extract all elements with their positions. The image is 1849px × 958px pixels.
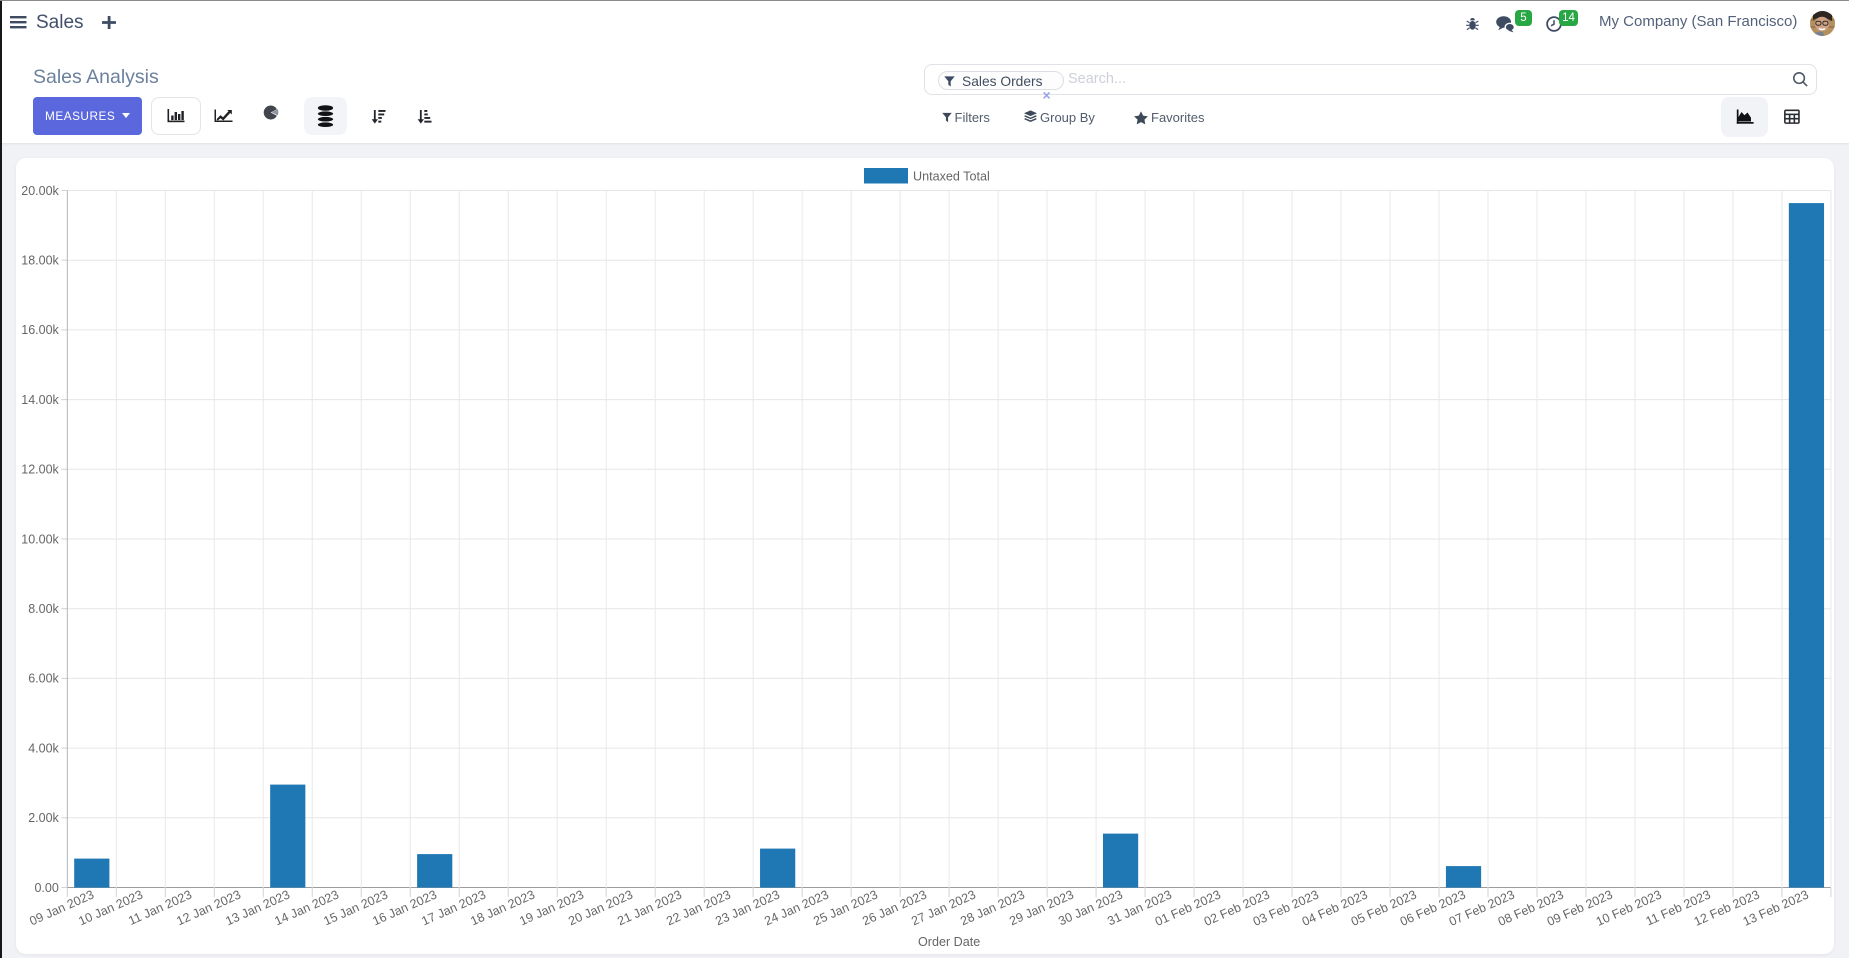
svg-text:0.00: 0.00 [34, 881, 58, 895]
svg-text:Untaxed Total: Untaxed Total [913, 170, 990, 184]
svg-text:8.00k: 8.00k [28, 602, 59, 616]
svg-text:12.00k: 12.00k [21, 463, 59, 477]
svg-text:16.00k: 16.00k [21, 323, 59, 337]
svg-text:18.00k: 18.00k [21, 254, 59, 268]
svg-text:6.00k: 6.00k [28, 672, 59, 686]
svg-text:Order Date: Order Date [918, 935, 980, 949]
svg-text:4.00k: 4.00k [28, 741, 59, 755]
svg-text:20.00k: 20.00k [21, 184, 59, 198]
svg-text:14.00k: 14.00k [21, 393, 59, 407]
svg-text:2.00k: 2.00k [28, 811, 59, 825]
svg-text:10.00k: 10.00k [21, 532, 59, 546]
